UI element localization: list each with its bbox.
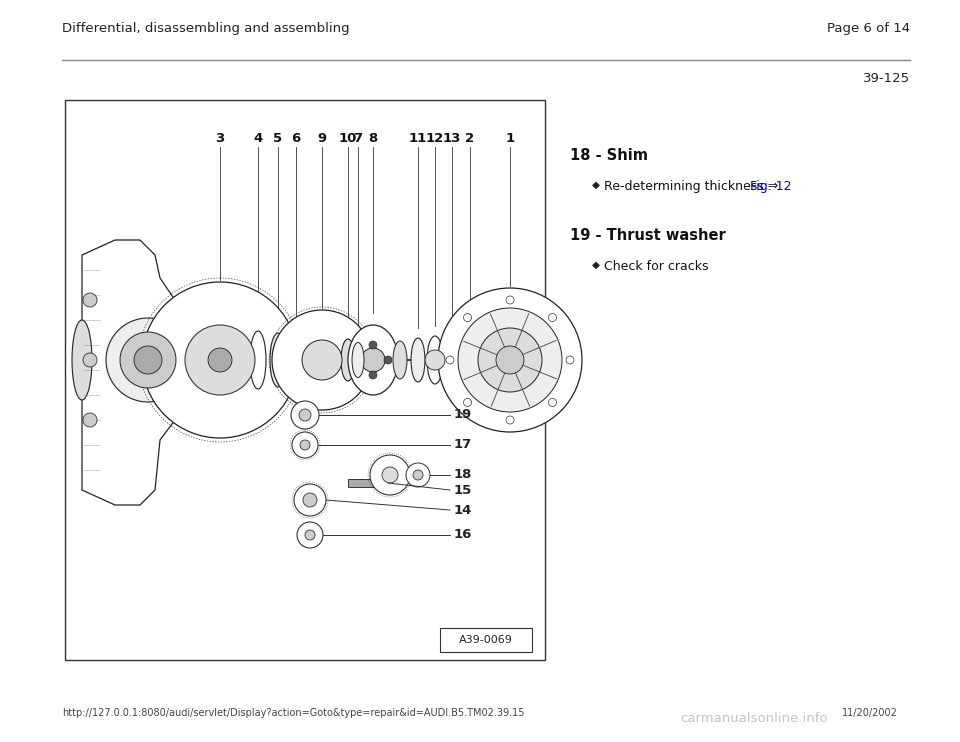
Text: 13: 13 [443, 132, 461, 145]
Circle shape [406, 463, 430, 487]
Circle shape [458, 308, 562, 412]
Text: Fig. 12: Fig. 12 [750, 180, 791, 193]
FancyBboxPatch shape [440, 628, 532, 652]
Circle shape [370, 455, 410, 495]
Circle shape [354, 356, 362, 364]
Circle shape [297, 522, 323, 548]
Text: 3: 3 [215, 132, 225, 145]
Circle shape [496, 346, 524, 374]
Ellipse shape [341, 339, 355, 381]
Text: 12: 12 [426, 132, 444, 145]
Ellipse shape [250, 331, 266, 389]
Circle shape [361, 348, 385, 372]
Text: Differential, disassembling and assembling: Differential, disassembling and assembli… [62, 22, 349, 35]
Ellipse shape [348, 325, 398, 395]
Text: 11/20/2002: 11/20/2002 [842, 708, 898, 718]
Circle shape [134, 346, 162, 374]
Circle shape [464, 314, 471, 321]
Text: 8: 8 [369, 132, 377, 145]
Ellipse shape [411, 338, 425, 382]
Circle shape [464, 398, 471, 407]
Circle shape [369, 371, 377, 379]
Text: carmanualsonline.info: carmanualsonline.info [680, 712, 828, 725]
Text: 19 - Thrust washer: 19 - Thrust washer [570, 228, 726, 243]
Text: 39-125: 39-125 [863, 72, 910, 85]
Circle shape [303, 493, 317, 507]
Circle shape [291, 401, 319, 429]
Circle shape [446, 356, 454, 364]
Text: Page 6 of 14: Page 6 of 14 [827, 22, 910, 35]
Text: A39-0069: A39-0069 [459, 635, 513, 645]
Circle shape [382, 467, 398, 483]
Text: 16: 16 [454, 528, 472, 542]
Circle shape [506, 416, 514, 424]
Circle shape [106, 318, 190, 402]
Ellipse shape [72, 320, 92, 400]
Ellipse shape [289, 336, 303, 384]
Ellipse shape [427, 336, 443, 384]
Ellipse shape [445, 338, 459, 382]
Bar [65, 100, 545, 660]
Ellipse shape [270, 333, 286, 387]
Circle shape [300, 440, 310, 450]
Circle shape [413, 470, 423, 480]
Ellipse shape [352, 343, 364, 378]
Text: ◆: ◆ [592, 180, 600, 190]
Text: 10: 10 [339, 132, 357, 145]
Circle shape [185, 325, 255, 395]
Text: 9: 9 [318, 132, 326, 145]
Circle shape [292, 432, 318, 458]
Bar [348, 479, 388, 487]
Circle shape [478, 328, 542, 392]
Ellipse shape [393, 341, 407, 379]
Circle shape [384, 356, 392, 364]
Text: 4: 4 [253, 132, 263, 145]
Ellipse shape [463, 334, 477, 386]
Circle shape [120, 332, 176, 388]
Text: 15: 15 [454, 484, 472, 496]
Circle shape [294, 484, 326, 516]
Circle shape [83, 353, 97, 367]
Text: http://127.0.0.1:8080/audi/servlet/Display?action=Goto&type=repair&id=AUDI.B5.TM: http://127.0.0.1:8080/audi/servlet/Displ… [62, 708, 524, 718]
Circle shape [566, 356, 574, 364]
Circle shape [299, 409, 311, 421]
Circle shape [506, 296, 514, 304]
Text: 7: 7 [353, 132, 363, 145]
Text: 6: 6 [292, 132, 300, 145]
Circle shape [208, 348, 232, 372]
Circle shape [369, 341, 377, 349]
Text: 1: 1 [505, 132, 515, 145]
Text: 2: 2 [466, 132, 474, 145]
Circle shape [548, 398, 557, 407]
Circle shape [302, 340, 342, 380]
Text: 14: 14 [454, 504, 472, 516]
Polygon shape [82, 240, 175, 505]
Circle shape [83, 413, 97, 427]
Text: 18: 18 [454, 468, 472, 482]
Text: 18 - Shim: 18 - Shim [570, 148, 648, 163]
Text: 17: 17 [454, 439, 472, 451]
Circle shape [425, 350, 445, 370]
Text: Re-determining thickness ⇒: Re-determining thickness ⇒ [604, 180, 782, 193]
Circle shape [83, 293, 97, 307]
Text: 5: 5 [274, 132, 282, 145]
Circle shape [548, 314, 557, 321]
Text: 19: 19 [454, 409, 472, 421]
Text: ◆: ◆ [592, 260, 600, 270]
Circle shape [142, 282, 298, 438]
Circle shape [305, 530, 315, 540]
Circle shape [438, 288, 582, 432]
Circle shape [272, 310, 372, 410]
Text: 11: 11 [409, 132, 427, 145]
Text: Check for cracks: Check for cracks [604, 260, 708, 273]
